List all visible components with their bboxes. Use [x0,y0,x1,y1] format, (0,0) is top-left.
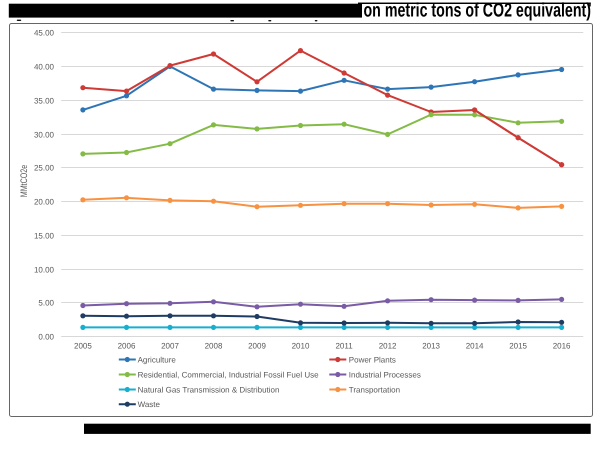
svg-text:Agriculture: Agriculture [138,355,177,364]
svg-text:20.00: 20.00 [34,197,55,206]
svg-text:2009: 2009 [248,342,266,351]
svg-text:2007: 2007 [161,342,179,351]
svg-text:Residential, Commercial, Indus: Residential, Commercial, Industrial Foss… [138,370,320,379]
svg-text:2016: 2016 [553,342,571,351]
svg-text:35.00: 35.00 [34,96,55,105]
svg-text:2012: 2012 [379,342,397,351]
svg-text:15.00: 15.00 [34,231,55,240]
svg-text:25.00: 25.00 [34,163,55,172]
svg-text:MMtCO2e: MMtCO2e [19,165,30,198]
svg-text:on metric tons of CO2 equivale: on metric tons of CO2 equivalent) [364,0,591,22]
svg-text:Waste: Waste [138,400,161,409]
svg-text:2005: 2005 [74,342,92,351]
svg-text:2014: 2014 [466,342,484,351]
svg-text:5.00: 5.00 [38,298,54,307]
svg-text:Transportation: Transportation [349,385,400,394]
svg-text:Power Plants: Power Plants [349,355,396,364]
svg-text:2006: 2006 [118,342,136,351]
svg-text:0.00: 0.00 [38,332,54,341]
svg-text:30.00: 30.00 [34,130,55,139]
svg-text:2010: 2010 [292,342,310,351]
svg-text:40.00: 40.00 [34,62,55,71]
svg-text:45.00: 45.00 [34,28,55,37]
svg-text:2013: 2013 [422,342,440,351]
svg-text:10.00: 10.00 [34,265,55,274]
svg-text:2011: 2011 [335,342,353,351]
svg-text:Industrial Processes: Industrial Processes [349,370,421,379]
svg-text:2015: 2015 [509,342,527,351]
svg-text:2008: 2008 [205,342,223,351]
svg-text:Natural Gas Transmission & Dis: Natural Gas Transmission & Distribution [138,385,280,394]
